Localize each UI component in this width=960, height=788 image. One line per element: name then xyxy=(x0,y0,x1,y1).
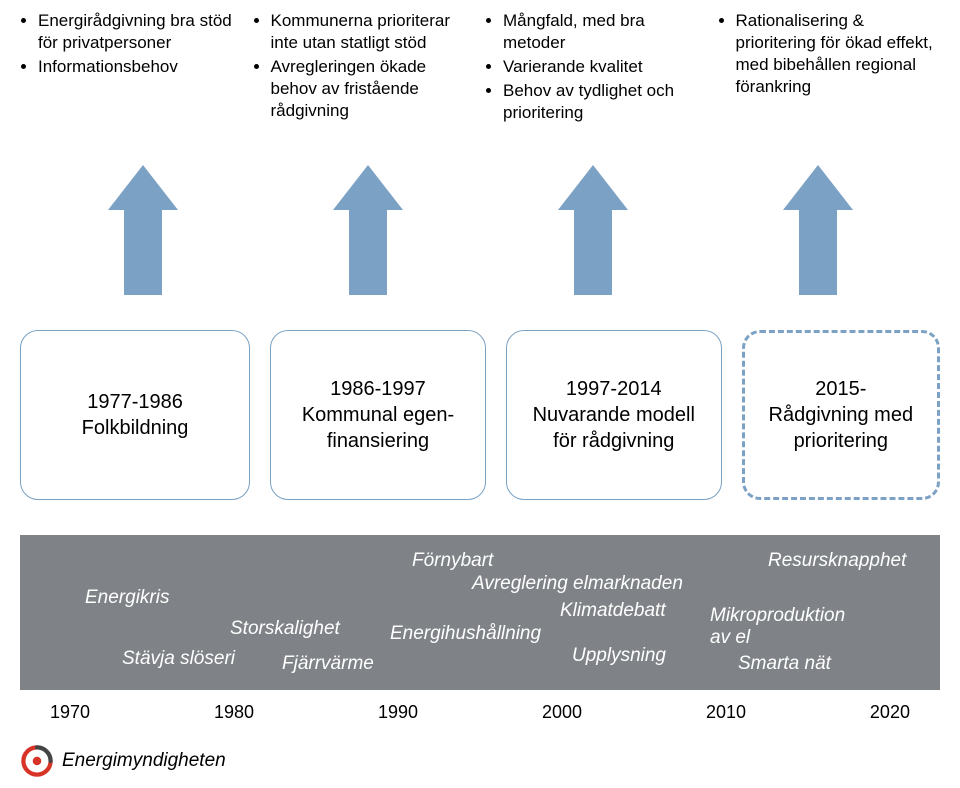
band-label: Fjärrvärme xyxy=(282,653,374,675)
axis-year: 2010 xyxy=(706,702,746,723)
axis-year: 1970 xyxy=(50,702,90,723)
col-3: Rationalisering & prioritering för ökad … xyxy=(718,10,941,126)
period-title: 2015- xyxy=(815,376,866,402)
period-box-1: 1986-1997 Kommunal egen- finansiering xyxy=(270,330,486,500)
band-label: Resursknapphet xyxy=(768,550,906,572)
period-boxes: 1977-1986 Folkbildning 1986-1997 Kommuna… xyxy=(20,330,940,500)
band-label: Smarta nät xyxy=(738,653,831,675)
year-axis: 1970 1980 1990 2000 2010 2020 xyxy=(20,702,940,723)
band-label: Energikris xyxy=(85,587,169,609)
period-sub: Rådgivning med prioritering xyxy=(759,402,923,454)
axis-year: 1990 xyxy=(378,702,418,723)
col-0: Energirådgivning bra stöd för privatpers… xyxy=(20,10,243,126)
up-arrow-icon xyxy=(113,165,173,295)
up-arrow-icon xyxy=(563,165,623,295)
band-label: Avreglering elmarknaden xyxy=(472,573,683,595)
energimyndigheten-icon xyxy=(20,744,54,778)
period-box-2: 1997-2014 Nuvarande modell för rådgivnin… xyxy=(506,330,722,500)
period-title: 1997-2014 xyxy=(566,376,662,402)
axis-year: 2000 xyxy=(542,702,582,723)
band-label: Storskalighet xyxy=(230,618,340,640)
bullet: Rationalisering & prioritering för ökad … xyxy=(736,10,941,98)
period-sub: Nuvarande modell för rådgivning xyxy=(521,402,707,454)
bullet: Varierande kvalitet xyxy=(503,56,708,78)
band-label: Stävja slöseri xyxy=(122,648,235,670)
band-label: Förnybart xyxy=(412,550,493,572)
bullet: Avregleringen ökade behov av fristående … xyxy=(271,56,476,122)
up-arrow-icon xyxy=(788,165,848,295)
band-label: Upplysning xyxy=(572,645,666,667)
period-title: 1977-1986 xyxy=(87,389,183,415)
bullet: Behov av tydlighet och prioritering xyxy=(503,80,708,124)
band-label: Klimatdebatt xyxy=(560,600,666,622)
bullet: Informationsbehov xyxy=(38,56,243,78)
bullet: Kommunerna prioriterar inte utan statlig… xyxy=(271,10,476,54)
axis-year: 1980 xyxy=(214,702,254,723)
col-1: Kommunerna prioriterar inte utan statlig… xyxy=(253,10,476,126)
band-label: Mikroproduktionav el xyxy=(710,605,845,649)
period-title: 1986-1997 xyxy=(330,376,426,402)
col-2: Mångfald, med bra metoder Varierande kva… xyxy=(485,10,708,126)
period-sub: Kommunal egen- finansiering xyxy=(302,402,454,454)
top-bullet-columns: Energirådgivning bra stöd för privatpers… xyxy=(20,10,940,126)
timeline-band: Energikris Stävja slöseri Storskalighet Fjä… xyxy=(20,535,940,690)
period-box-3: 2015- Rådgivning med prioritering xyxy=(742,330,940,500)
logo: Energimyndigheten xyxy=(20,744,226,778)
up-arrow-icon xyxy=(338,165,398,295)
axis-year: 2020 xyxy=(870,702,910,723)
bullet: Energirådgivning bra stöd för privatpers… xyxy=(38,10,243,54)
period-sub: Folkbildning xyxy=(82,415,189,441)
logo-text: Energimyndigheten xyxy=(62,750,226,772)
arrows-row xyxy=(30,165,930,295)
band-label: Energihushållning xyxy=(390,623,541,645)
bullet: Mångfald, med bra metoder xyxy=(503,10,708,54)
period-box-0: 1977-1986 Folkbildning xyxy=(20,330,250,500)
